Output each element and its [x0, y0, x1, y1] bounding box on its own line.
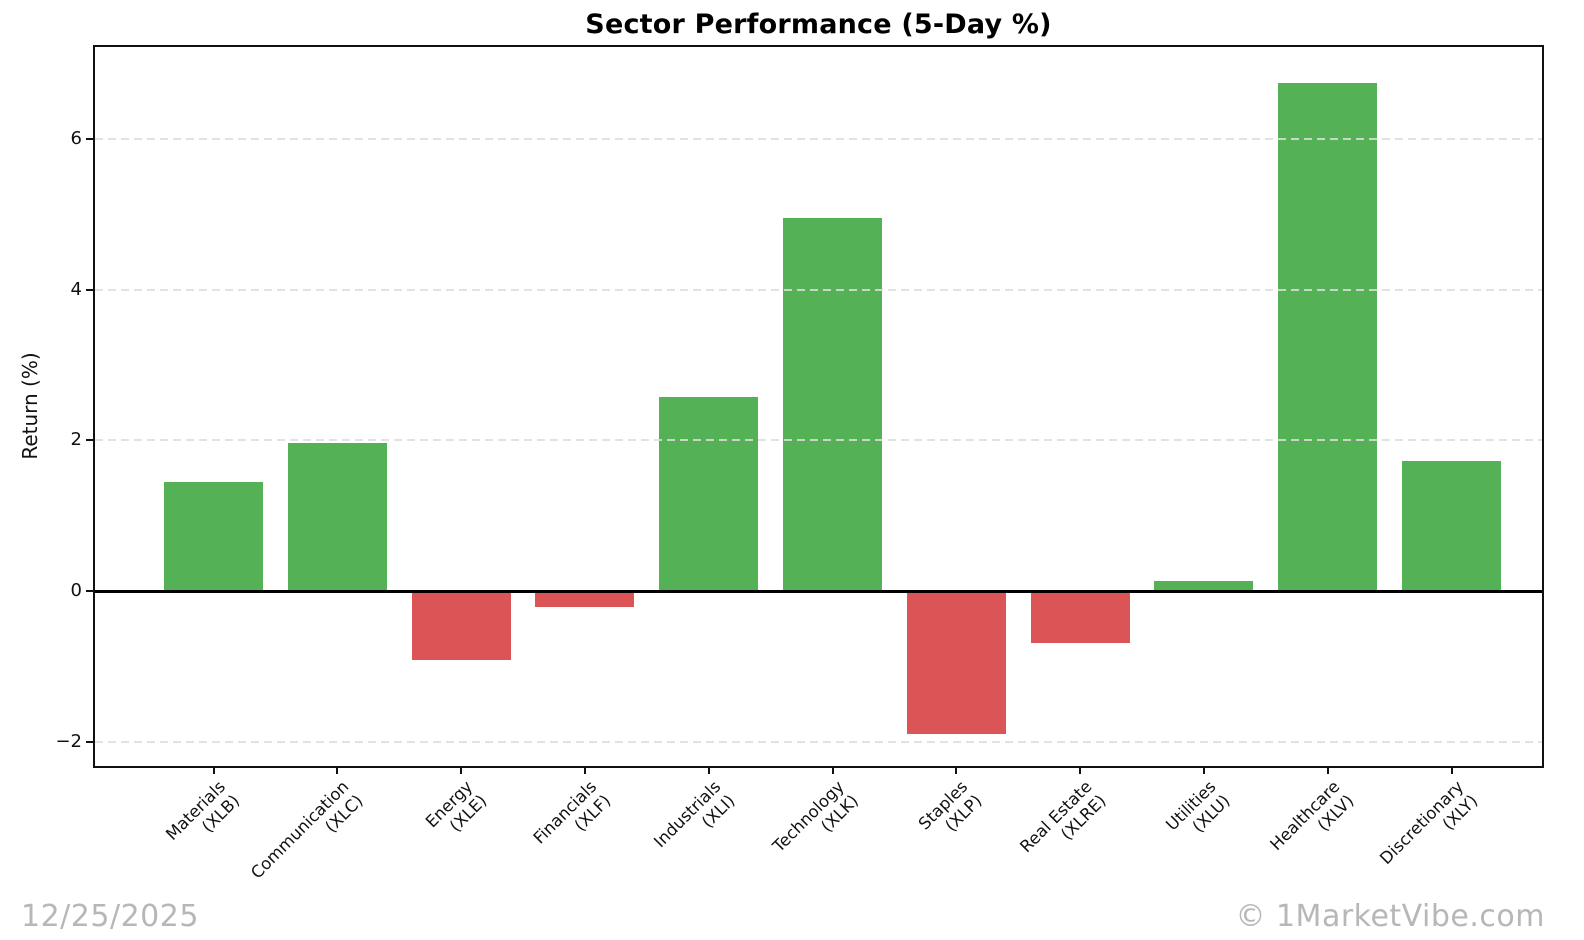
- x-tick: [1450, 766, 1453, 774]
- x-tick: [336, 766, 339, 774]
- bar-xlk: [783, 217, 882, 591]
- y-tick: [86, 590, 95, 592]
- x-tick-label-xlb: Materials (XLB): [162, 777, 243, 858]
- gridline: [95, 138, 1542, 141]
- x-tick: [460, 766, 463, 774]
- x-tick: [1202, 766, 1205, 774]
- x-tick: [212, 766, 215, 774]
- y-tick-label: 2: [70, 429, 82, 451]
- y-tick: [86, 740, 95, 743]
- zero-axis-line: [95, 590, 1542, 593]
- gridline: [95, 288, 1542, 291]
- bar-xlv: [1278, 83, 1378, 591]
- x-tick-label-xle: Energy (XLE): [422, 777, 490, 845]
- y-tick-label: −2: [55, 730, 82, 752]
- bar-xlu: [1154, 581, 1254, 591]
- bar-xlf: [535, 591, 635, 607]
- x-tick-label-xlp: Staples (XLP): [915, 777, 986, 848]
- x-tick-label-xli: Industrials (XLI): [650, 777, 738, 865]
- gridline: [95, 439, 1542, 442]
- x-tick-label-xlc: Communication (XLC): [247, 777, 367, 897]
- bar-xli: [659, 396, 759, 591]
- chart-title: Sector Performance (5-Day %): [585, 9, 1052, 40]
- bar-xlb: [164, 481, 263, 591]
- bar-xly: [1402, 461, 1501, 591]
- x-tick-label-xlu: Utilities (XLU): [1162, 777, 1233, 848]
- y-tick: [86, 138, 95, 141]
- bar-xlre: [1030, 591, 1130, 643]
- date-watermark: 12/25/2025: [21, 899, 199, 934]
- y-tick: [86, 288, 95, 291]
- y-tick-label: 4: [70, 278, 82, 300]
- x-tick: [1326, 766, 1329, 774]
- gridline: [95, 740, 1542, 743]
- bar-xle: [411, 591, 511, 661]
- bar-xlp: [906, 591, 1006, 735]
- x-tick-label-xlv: Healthcare (XLV): [1266, 777, 1357, 868]
- y-tick-label: 0: [70, 580, 82, 601]
- x-tick: [831, 766, 834, 774]
- brand-watermark: © 1MarketVibe.com: [1235, 899, 1545, 934]
- y-tick-label: 6: [70, 128, 82, 150]
- y-tick: [86, 439, 95, 442]
- bar-xlc: [287, 442, 387, 591]
- x-tick-label-xlk: Technology (XLK): [769, 777, 862, 870]
- x-tick: [583, 766, 586, 774]
- x-tick-label-xly: Discretionary (XLY): [1376, 777, 1481, 882]
- x-tick: [1079, 766, 1082, 774]
- x-tick: [955, 766, 958, 774]
- x-tick: [707, 766, 710, 774]
- x-tick-label-xlf: Financials (XLF): [530, 777, 615, 862]
- x-tick-label-xlre: Real Estate (XLRE): [1016, 777, 1109, 870]
